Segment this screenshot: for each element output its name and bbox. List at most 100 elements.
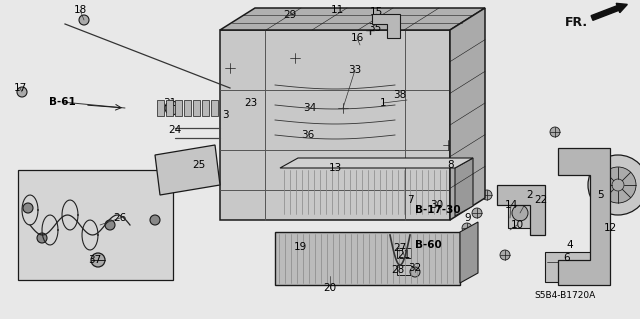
Text: 1: 1 xyxy=(380,98,387,108)
Circle shape xyxy=(512,205,528,221)
Polygon shape xyxy=(220,30,450,220)
Polygon shape xyxy=(220,8,485,30)
Polygon shape xyxy=(450,8,485,220)
Text: 10: 10 xyxy=(511,220,524,230)
Text: 2: 2 xyxy=(527,190,533,200)
Text: 38: 38 xyxy=(394,90,406,100)
Text: 5: 5 xyxy=(596,190,604,200)
Circle shape xyxy=(440,32,448,40)
Circle shape xyxy=(79,15,89,25)
Circle shape xyxy=(363,23,377,37)
Polygon shape xyxy=(372,14,400,38)
Text: 31: 31 xyxy=(163,98,177,108)
Text: 26: 26 xyxy=(113,213,127,223)
Text: 3: 3 xyxy=(221,110,228,120)
Circle shape xyxy=(225,63,235,73)
Text: 13: 13 xyxy=(328,163,342,173)
Polygon shape xyxy=(280,158,473,168)
Text: 23: 23 xyxy=(244,98,258,108)
Bar xyxy=(157,100,164,116)
Polygon shape xyxy=(155,145,220,195)
Text: 12: 12 xyxy=(604,223,616,233)
Text: 17: 17 xyxy=(13,83,27,93)
Circle shape xyxy=(462,223,472,233)
Text: 32: 32 xyxy=(408,263,422,273)
Circle shape xyxy=(290,53,300,63)
Text: 24: 24 xyxy=(168,125,182,135)
Bar xyxy=(275,232,460,285)
Bar xyxy=(175,100,182,116)
Bar xyxy=(397,265,411,275)
Bar xyxy=(202,100,209,116)
Text: 18: 18 xyxy=(74,5,86,15)
Bar xyxy=(211,100,218,116)
Bar xyxy=(397,248,411,258)
Circle shape xyxy=(443,140,453,150)
Circle shape xyxy=(440,148,484,192)
Circle shape xyxy=(550,127,560,137)
Text: FR.: FR. xyxy=(565,16,588,28)
Bar xyxy=(545,252,595,282)
Text: 27: 27 xyxy=(394,243,406,253)
Text: 30: 30 xyxy=(431,200,444,210)
Text: B-61: B-61 xyxy=(49,97,76,107)
Circle shape xyxy=(17,87,27,97)
Text: B-60: B-60 xyxy=(415,240,442,250)
Polygon shape xyxy=(497,185,545,235)
Text: 37: 37 xyxy=(88,255,102,265)
Text: 8: 8 xyxy=(448,160,454,170)
Bar xyxy=(18,170,173,280)
Polygon shape xyxy=(455,158,473,216)
Circle shape xyxy=(482,190,492,200)
Circle shape xyxy=(500,250,510,260)
Bar xyxy=(184,100,191,116)
Circle shape xyxy=(600,167,636,203)
Polygon shape xyxy=(460,222,478,283)
FancyArrow shape xyxy=(591,3,627,20)
Circle shape xyxy=(448,156,476,184)
Text: 16: 16 xyxy=(350,33,364,43)
Text: 19: 19 xyxy=(293,242,307,252)
Bar xyxy=(166,100,173,116)
Text: 21: 21 xyxy=(397,250,411,260)
Text: 34: 34 xyxy=(303,103,317,113)
Circle shape xyxy=(222,210,230,218)
Text: 20: 20 xyxy=(323,283,337,293)
Bar xyxy=(193,100,200,116)
Bar xyxy=(280,168,455,216)
Text: 28: 28 xyxy=(392,265,404,275)
Circle shape xyxy=(472,208,482,218)
Text: 6: 6 xyxy=(564,253,570,263)
Text: 15: 15 xyxy=(369,7,383,17)
Text: B-17-30: B-17-30 xyxy=(415,205,461,215)
Circle shape xyxy=(165,101,179,115)
Text: 11: 11 xyxy=(330,5,344,15)
Circle shape xyxy=(565,265,575,275)
Circle shape xyxy=(588,155,640,215)
Text: 7: 7 xyxy=(406,195,413,205)
Circle shape xyxy=(410,267,420,277)
Text: 14: 14 xyxy=(504,200,518,210)
Text: S5B4-B1720A: S5B4-B1720A xyxy=(534,291,596,300)
Circle shape xyxy=(440,210,448,218)
Circle shape xyxy=(288,13,302,27)
Circle shape xyxy=(222,32,230,40)
Circle shape xyxy=(399,92,415,108)
Text: 9: 9 xyxy=(465,213,471,223)
Text: 4: 4 xyxy=(566,240,573,250)
Text: 29: 29 xyxy=(284,10,296,20)
Polygon shape xyxy=(558,148,610,285)
Circle shape xyxy=(246,99,264,117)
Text: 33: 33 xyxy=(348,65,362,75)
Circle shape xyxy=(338,103,348,113)
Text: 36: 36 xyxy=(301,130,315,140)
Circle shape xyxy=(37,233,47,243)
Text: 25: 25 xyxy=(193,160,205,170)
Circle shape xyxy=(105,220,115,230)
Circle shape xyxy=(150,215,160,225)
Text: 35: 35 xyxy=(369,23,381,33)
Circle shape xyxy=(91,253,105,267)
Bar xyxy=(508,200,540,228)
Text: 22: 22 xyxy=(534,195,548,205)
Circle shape xyxy=(23,203,33,213)
